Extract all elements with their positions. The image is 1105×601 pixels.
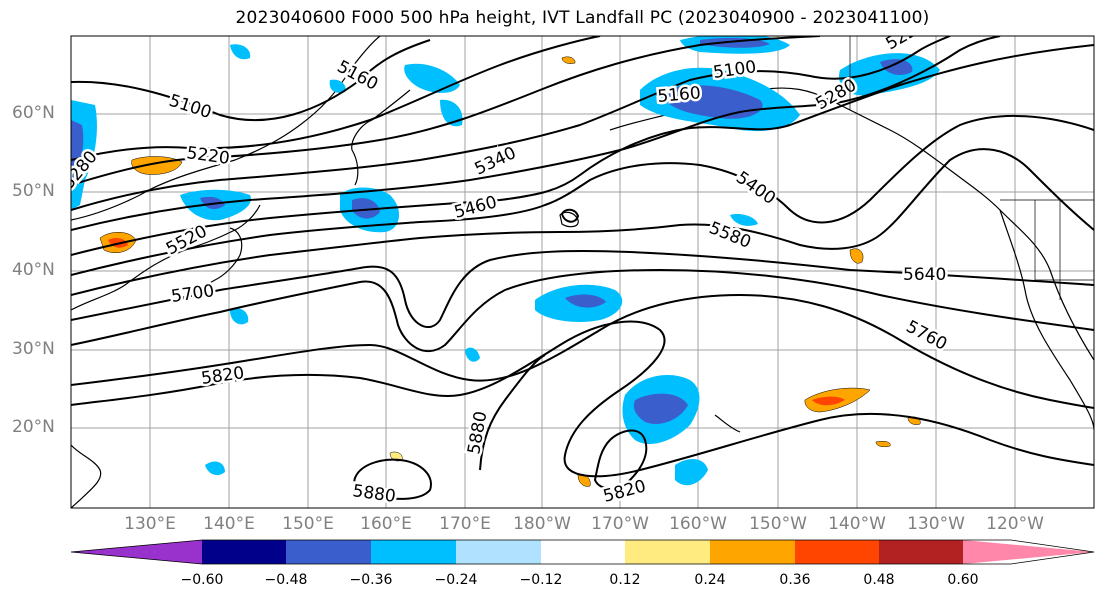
colorbar-tick-label: 0.48	[863, 572, 894, 588]
longitude-label: 140°W	[828, 514, 886, 534]
ivt-negative-region	[404, 64, 460, 93]
latitude-label: 30°N	[12, 339, 55, 359]
colorbar-cell	[71, 540, 202, 564]
colorbar-tick-label: −0.36	[350, 572, 393, 588]
colorbar-cell	[795, 540, 879, 564]
ivt-negative-region	[230, 308, 248, 324]
ivt-positive-region	[850, 249, 863, 264]
longitude-label: 160°W	[669, 514, 727, 534]
colorbar-cell	[710, 540, 795, 564]
colorbar	[71, 540, 1094, 564]
colorbar-cell	[963, 540, 1094, 564]
contour-label: 5100	[166, 91, 213, 123]
colorbar-tick-label: 0.12	[609, 572, 640, 588]
contour-label: 5760	[903, 317, 951, 355]
longitude-label: 180°W	[513, 514, 571, 534]
ivt-negative-region	[205, 461, 225, 475]
longitude-label: 170°E	[439, 514, 491, 534]
colorbar-tick-label: 0.24	[694, 572, 725, 588]
contour-label: 5700	[170, 281, 216, 307]
ivt-negative-region	[675, 459, 708, 485]
colorbar-cell	[879, 540, 963, 564]
colorbar-tick-label: −0.12	[520, 572, 563, 588]
colorbar-cell	[541, 540, 625, 564]
colorbar-tick-label: −0.24	[435, 572, 478, 588]
contour-label: 5520	[163, 221, 211, 259]
longitude-label: 150°W	[749, 514, 807, 534]
contour-label: 5820	[601, 476, 648, 507]
ivt-negative-region	[730, 214, 758, 226]
longitude-label: 150°E	[282, 514, 334, 534]
ivt-positive-region	[876, 441, 890, 447]
colorbar-cell	[371, 540, 456, 564]
ivt-positive-region	[132, 156, 182, 174]
colorbar-cell	[625, 540, 710, 564]
longitude-label: 170°W	[591, 514, 649, 534]
contour-label: 5160	[657, 83, 702, 107]
latitude-label: 50°N	[12, 181, 55, 201]
contour-label: 5400	[732, 168, 779, 209]
colorbar-tick-label: −0.48	[265, 572, 308, 588]
latitude-label: 60°N	[12, 103, 55, 123]
colorbar-tick-label: 0.60	[947, 572, 978, 588]
ivt-negative-region	[230, 44, 250, 59]
colorbar-cell	[286, 540, 371, 564]
colorbar-cell	[456, 540, 541, 564]
latitude-label: 20°N	[12, 417, 55, 437]
colorbar-tick-label: 0.36	[779, 572, 810, 588]
colorbar-cell	[202, 540, 286, 564]
longitude-label: 130°W	[907, 514, 965, 534]
contour-label: 5880	[464, 410, 491, 456]
longitude-label: 120°W	[986, 514, 1044, 534]
contour-label: 5880	[351, 481, 397, 507]
map-canvas: 5100510051605160 510051005160516052205220…	[0, 0, 1105, 601]
colorbar-tick-label: −0.60	[181, 572, 224, 588]
contour-label: 5640	[903, 265, 946, 285]
longitude-label: 140°E	[203, 514, 255, 534]
ivt-positive-region	[562, 57, 575, 64]
latitude-label: 40°N	[12, 260, 55, 280]
longitude-label: 160°E	[360, 514, 412, 534]
longitude-label: 130°E	[124, 514, 176, 534]
